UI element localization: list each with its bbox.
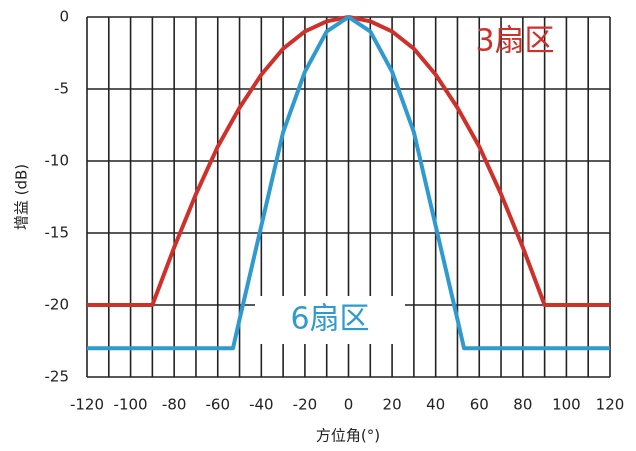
y-tick-label: 0 (59, 8, 69, 26)
x-axis-label: 方位角(°) (316, 427, 380, 445)
series-label: 6扇区 (290, 302, 369, 337)
y-axis-label: 增益 (dB) (13, 164, 31, 230)
series-line (87, 15, 610, 351)
y-tick-label: -20 (45, 296, 70, 314)
y-tick-label: -15 (45, 224, 70, 242)
x-tick-label: -120 (70, 396, 104, 414)
x-tick-label: -40 (249, 396, 274, 414)
series-label: 3扇区 (475, 24, 554, 59)
label-background (255, 296, 405, 344)
x-tick-label: 40 (426, 396, 445, 414)
x-tick-label: 20 (383, 396, 402, 414)
x-tick-label: -60 (206, 396, 231, 414)
x-tick-label: 80 (513, 396, 532, 414)
x-tick-label: 120 (596, 396, 625, 414)
x-tick-label: -80 (162, 396, 187, 414)
x-tick-label: -20 (293, 396, 318, 414)
y-tick-label: -10 (45, 152, 70, 170)
x-tick-label: 100 (552, 396, 581, 414)
x-tick-label: -100 (114, 396, 148, 414)
x-tick-label: 0 (344, 396, 354, 414)
y-tick-label: -5 (54, 80, 69, 98)
y-tick-label: -25 (45, 368, 70, 386)
x-tick-label: 60 (470, 396, 489, 414)
